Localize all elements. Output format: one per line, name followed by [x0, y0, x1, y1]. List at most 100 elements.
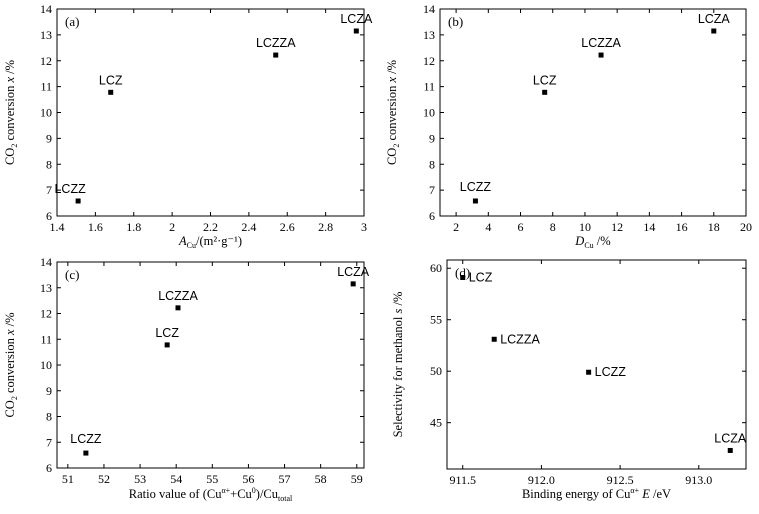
plot-frame — [446, 259, 747, 470]
y-axis-label: Selectivity for methanol s /% — [391, 292, 405, 438]
point-label: LCZZ — [70, 432, 102, 446]
x-axis-label: Binding energy of Cuα+ E /eV — [522, 486, 671, 501]
x-tick-label: 4 — [485, 220, 491, 234]
data-point-lczza — [598, 52, 604, 58]
y-axis-ticks: 6 7 8 9 10 11 12 13 14 — [423, 2, 746, 223]
y-tick-label: 50 — [430, 364, 442, 378]
data-point-lczz — [83, 450, 89, 456]
y-tick-label: 10 — [423, 106, 435, 120]
x-tick-label: 2.2 — [203, 220, 218, 234]
x-tick-label: 54 — [170, 472, 182, 486]
y-tick-label: 10 — [40, 358, 52, 372]
x-tick-label: 51 — [62, 472, 74, 486]
data-point-lczza — [491, 336, 497, 342]
y-tick-label: 7 — [46, 183, 52, 197]
y-tick-label: 14 — [40, 255, 52, 269]
y-tick-label: 14 — [423, 2, 435, 16]
panel-c: 51 52 53 54 55 56 57 58 59 6 7 8 9 10 11 12 13 14 (c) LCZZ L… — [3, 255, 370, 503]
panel-tag: (a) — [65, 14, 79, 29]
y-axis-label: CO2 conversion x /% — [385, 60, 401, 165]
panel-a: 1.4 1.6 1.8 2 2.2 2.4 2.6 2.8 3 6 7 8 9 10 11 12 13 14 (a)… — [3, 2, 373, 250]
point-label: LCZA — [698, 12, 731, 26]
data-point-lcza — [353, 28, 359, 34]
y-tick-label: 9 — [46, 384, 52, 398]
data-point-lcza — [727, 447, 733, 453]
y-axis-label: CO2 conversion x /% — [3, 312, 19, 417]
y-tick-label: 55 — [430, 313, 442, 327]
x-tick-label: 56 — [242, 472, 254, 486]
y-tick-label: 11 — [40, 80, 52, 94]
y-tick-label: 9 — [429, 131, 435, 145]
x-axis-ticks: 911.5 912.0 912.5 913.0 — [449, 260, 712, 487]
x-axis-ticks: 1.4 1.6 1.8 2 2.2 2.4 2.6 2.8 3 — [50, 9, 367, 234]
y-axis-label: CO2 conversion x /% — [3, 60, 19, 165]
y-tick-label: 6 — [46, 209, 52, 223]
point-label: LCZA — [340, 12, 373, 26]
y-tick-label: 11 — [40, 332, 52, 346]
x-tick-label: 20 — [740, 220, 752, 234]
x-axis-ticks: 51 52 53 54 55 56 57 58 59 — [62, 262, 363, 486]
x-tick-label: 55 — [206, 472, 218, 486]
panel-b: 2 4 6 8 10 12 14 16 18 20 6 7 8 9 10 11 12 13 14 (b) LCZZ LCZ… — [385, 2, 752, 250]
x-tick-label: 14 — [643, 220, 655, 234]
x-tick-label: 2 — [169, 220, 175, 234]
x-tick-label: 57 — [279, 472, 291, 486]
x-axis-label: Ratio value of (Cuα++Cu0)/Cutotal — [129, 486, 293, 503]
y-tick-label: 45 — [430, 416, 442, 430]
x-tick-label: 1.4 — [50, 220, 65, 234]
y-tick-label: 13 — [423, 28, 435, 42]
data-point-lczz — [472, 198, 478, 204]
y-axis-ticks: 45 50 55 60 — [430, 261, 746, 430]
y-tick-label: 12 — [40, 307, 52, 321]
data-point-lcz — [164, 342, 170, 348]
x-tick-label: 3 — [361, 220, 367, 234]
data-point-lczz — [75, 198, 81, 204]
data-point-lczza — [175, 305, 181, 311]
x-tick-label: 1.8 — [126, 220, 141, 234]
x-axis-label: DCu /% — [574, 234, 610, 250]
x-tick-label: 52 — [98, 472, 110, 486]
point-label: LCZ — [155, 326, 179, 340]
x-axis-label: ACu/(m²·g⁻¹) — [178, 234, 242, 250]
plot-frame — [56, 8, 365, 217]
point-label: LCZA — [337, 265, 370, 279]
point-label: LCZZ — [460, 180, 492, 194]
y-tick-label: 7 — [46, 435, 52, 449]
y-tick-label: 7 — [429, 183, 435, 197]
point-label: LCZZA — [500, 332, 540, 346]
x-tick-label: 912.0 — [528, 473, 555, 487]
point-label: LCZZA — [256, 36, 296, 50]
data-point-lcza — [350, 281, 356, 287]
x-tick-label: 10 — [579, 220, 591, 234]
x-tick-label: 53 — [134, 472, 146, 486]
point-label: LCZZ — [595, 365, 627, 379]
data-point-lcz — [460, 275, 466, 281]
x-tick-label: 59 — [351, 472, 363, 486]
x-axis-ticks: 2 4 6 8 10 12 14 16 18 20 — [453, 9, 752, 234]
data-point-lcz — [542, 89, 548, 95]
x-tick-label: 2.4 — [241, 220, 256, 234]
x-tick-label: 913.0 — [685, 473, 712, 487]
x-tick-label: 2 — [453, 220, 459, 234]
point-label: LCZA — [714, 431, 747, 445]
point-label: LCZZA — [581, 36, 621, 50]
y-tick-label: 12 — [423, 54, 435, 68]
y-tick-label: 11 — [423, 80, 435, 94]
panel-tag: (c) — [65, 267, 79, 282]
y-tick-label: 9 — [46, 131, 52, 145]
y-tick-label: 8 — [46, 157, 52, 171]
y-tick-label: 6 — [46, 461, 52, 475]
y-tick-label: 13 — [40, 281, 52, 295]
x-tick-label: 18 — [708, 220, 720, 234]
x-tick-label: 16 — [676, 220, 688, 234]
y-tick-label: 8 — [46, 410, 52, 424]
y-tick-label: 13 — [40, 28, 52, 42]
y-axis-ticks: 6 7 8 9 10 11 12 13 14 — [40, 2, 364, 223]
y-tick-label: 12 — [40, 54, 52, 68]
y-axis-ticks: 6 7 8 9 10 11 12 13 14 — [40, 255, 364, 475]
x-tick-label: 2.6 — [280, 220, 295, 234]
x-tick-label: 8 — [550, 220, 556, 234]
plot-frame — [56, 261, 365, 469]
data-point-lczza — [273, 52, 279, 58]
